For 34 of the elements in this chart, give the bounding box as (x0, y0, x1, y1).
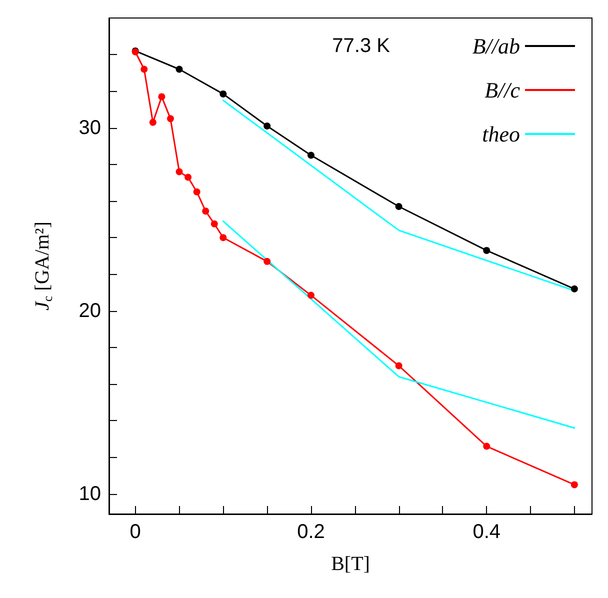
point (149, 118, 156, 126)
legend-label: B//ab (472, 34, 520, 58)
point (202, 208, 210, 215)
point (176, 168, 183, 176)
y-tick-label: 30 (78, 116, 101, 139)
point (307, 152, 314, 159)
y-tick-label: 20 (78, 300, 101, 322)
point (158, 93, 166, 100)
point (395, 203, 402, 210)
x-tick-label: 0 (130, 521, 141, 543)
point (176, 66, 183, 73)
point (140, 66, 148, 73)
y-tick-label: 10 (78, 482, 101, 505)
legend-label: B//c (484, 78, 520, 102)
point (166, 115, 174, 122)
point (395, 362, 402, 370)
point (483, 442, 490, 450)
point (210, 220, 218, 228)
point (570, 481, 578, 488)
point (307, 292, 314, 299)
point (570, 285, 578, 292)
point (184, 174, 192, 181)
point (193, 188, 200, 196)
legend-label: theo (482, 122, 520, 146)
point (220, 234, 227, 242)
annotation: 77.3 K (332, 35, 391, 57)
x-axis-title: B[T] (331, 553, 370, 575)
y-axis-title: Jc [GA/m²] (32, 222, 55, 310)
point (264, 258, 271, 265)
point (483, 246, 490, 254)
x-tick-label: 0.4 (472, 521, 501, 543)
x-tick-label: 0.2 (297, 521, 325, 543)
point (220, 90, 227, 98)
point (264, 122, 271, 130)
